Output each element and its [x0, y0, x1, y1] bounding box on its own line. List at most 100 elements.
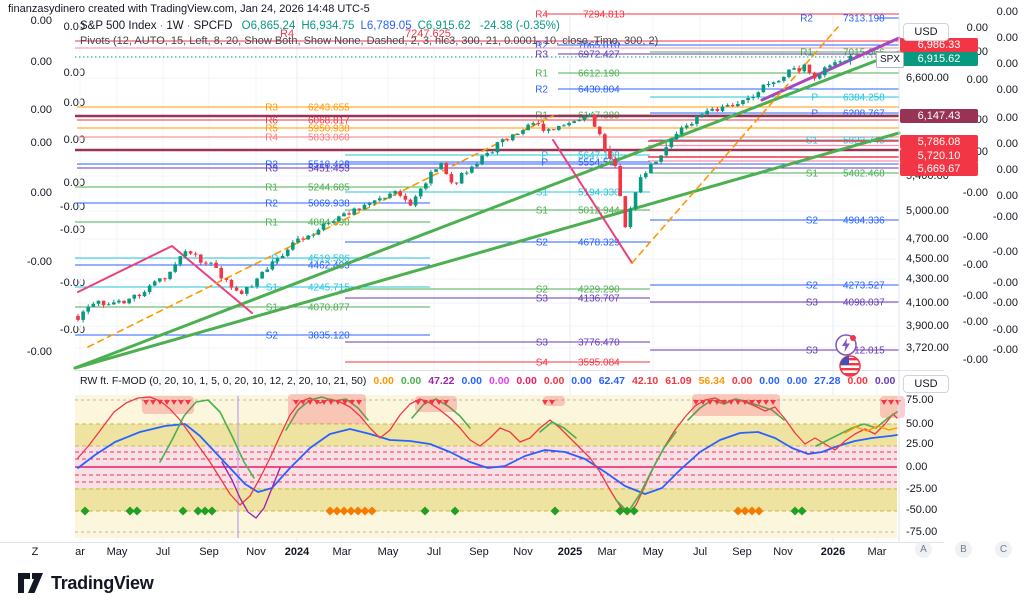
candle-body: [444, 163, 449, 175]
candle-body: [828, 65, 832, 68]
candle-body: [807, 64, 812, 74]
pane-button-c[interactable]: C: [995, 541, 1012, 558]
sell-triangle-marker: [714, 400, 720, 405]
candle-body: [86, 306, 91, 312]
candle-body: [597, 126, 602, 135]
candle-body: [833, 62, 837, 66]
time-axis-month: Jul: [426, 546, 442, 558]
pivot-level-label: S3: [536, 338, 549, 349]
time-axis-month: Nov: [246, 546, 266, 558]
candle-body: [582, 116, 587, 120]
time-axis-month: May: [377, 546, 399, 558]
sell-triangle-marker: [700, 400, 706, 405]
candle-body: [659, 155, 663, 162]
price-badge: 6,915.62: [900, 52, 978, 66]
candle-body: [618, 165, 622, 197]
pivot-level-value: 5554.567: [578, 158, 620, 169]
candle-body: [173, 264, 177, 272]
candle-body: [715, 108, 720, 111]
candle-body: [700, 114, 704, 117]
pivot-level-value: 5244.685: [308, 183, 350, 194]
currency-badge-lower[interactable]: USD: [903, 375, 949, 393]
sell-triangle-marker: [763, 400, 769, 405]
time-axis-month: May: [642, 546, 664, 558]
lower-series-line: [285, 396, 369, 431]
candle-body: [643, 173, 648, 178]
lower-series-line: [77, 423, 898, 495]
candle-body: [572, 121, 576, 123]
pivot-r4-overlay-value: 7247.625: [405, 28, 451, 40]
lower-indicator-value: 27.28: [814, 375, 841, 387]
lower-indicator-name[interactable]: RW ft. F-MOD (0, 20, 10, 1, 5, 0, 20, 10…: [80, 375, 367, 387]
pivot-level-label: S2: [806, 281, 819, 292]
candle-body: [418, 188, 423, 197]
price-tick: 4,300.00: [906, 273, 949, 285]
sell-triangle-marker: [164, 400, 170, 405]
candle-body: [510, 134, 515, 141]
lower-tick: -75.00: [906, 526, 938, 538]
candle-body: [690, 123, 694, 126]
pivot-level-value: 5402.468: [843, 169, 885, 180]
zero-scale-value: 0.00: [996, 6, 1018, 18]
candle-body: [797, 68, 802, 72]
lower-series-line: [411, 398, 471, 429]
candle-body: [741, 100, 745, 104]
symbol-interval[interactable]: 1W: [166, 20, 184, 32]
sell-triangle-marker: [443, 400, 449, 405]
candle-body: [106, 304, 111, 306]
lower-indicator-legend[interactable]: RW ft. F-MOD (0, 20, 10, 1, 5, 0, 20, 10…: [80, 375, 895, 387]
zero-scale-value: 0.00: [996, 32, 1018, 44]
pivot-level-value: 4462.483: [308, 261, 350, 272]
zero-scale-value: 0.00: [996, 112, 1018, 124]
candle-body: [449, 174, 454, 183]
pivot-level-value: 6612.190: [578, 69, 620, 80]
pivots-indicator-legend[interactable]: Pivots (12, AUTO, 15, Left, 8, 20, Show …: [80, 35, 659, 47]
sell-triangle-marker: [721, 400, 727, 405]
zero-scale-value: -0.00: [992, 211, 1018, 223]
time-axis-month: Z: [31, 546, 39, 558]
symbol-title[interactable]: S&P 500 Index: [80, 20, 157, 32]
candle-body: [337, 216, 341, 222]
candle-body: [649, 163, 653, 174]
currency-badge-main[interactable]: USD: [903, 23, 949, 41]
sell-triangle-marker: [742, 400, 748, 405]
zero-scale-value: -0.00: [962, 290, 988, 302]
flag-icon[interactable]: [838, 354, 862, 383]
candle-body: [480, 155, 484, 164]
pane-button-a[interactable]: A: [915, 541, 932, 558]
sell-triangle-marker: [356, 400, 362, 405]
symbol-legend[interactable]: S&P 500 Index · 1W · SPCFD O6,865.24 H6,934.7…: [80, 20, 560, 32]
sell-triangle-marker: [307, 400, 313, 405]
pivot-level-label: P: [271, 254, 278, 265]
tradingview-logo[interactable]: TradingView: [17, 572, 154, 594]
flash-icon[interactable]: [834, 333, 858, 362]
candle-body: [679, 127, 684, 134]
pivot-level-label: R1: [265, 218, 278, 229]
price-badge: 6,986.33: [900, 38, 978, 52]
watermark-text: finanzasydinero created with TradingView…: [8, 3, 370, 15]
candle-body: [316, 229, 321, 235]
pane-button-b[interactable]: B: [955, 541, 972, 558]
sell-triangle-marker: [756, 400, 762, 405]
sell-triangle-marker: [300, 400, 306, 405]
candle-body: [633, 192, 638, 209]
candle-body: [710, 108, 715, 111]
pivot-level-label: R2: [265, 160, 278, 171]
zero-scale-value: 0.00: [966, 74, 988, 86]
candle-body: [204, 262, 208, 264]
candle-body: [311, 234, 316, 236]
candle-body: [244, 286, 249, 294]
candle-body: [485, 153, 489, 156]
candle-body: [270, 261, 275, 270]
sell-triangle-marker: [328, 400, 334, 405]
sell-triangle-marker: [542, 400, 548, 405]
candle-body: [132, 294, 137, 299]
candle-body: [214, 262, 218, 268]
candle-body: [848, 55, 853, 60]
sell-triangle-marker: [749, 400, 755, 405]
pivot-level-value: 4245.715: [308, 283, 350, 294]
candle-body: [521, 130, 525, 134]
price-tick: 4,100.00: [906, 297, 949, 309]
pivot-level-value: 6384.258: [843, 93, 885, 104]
